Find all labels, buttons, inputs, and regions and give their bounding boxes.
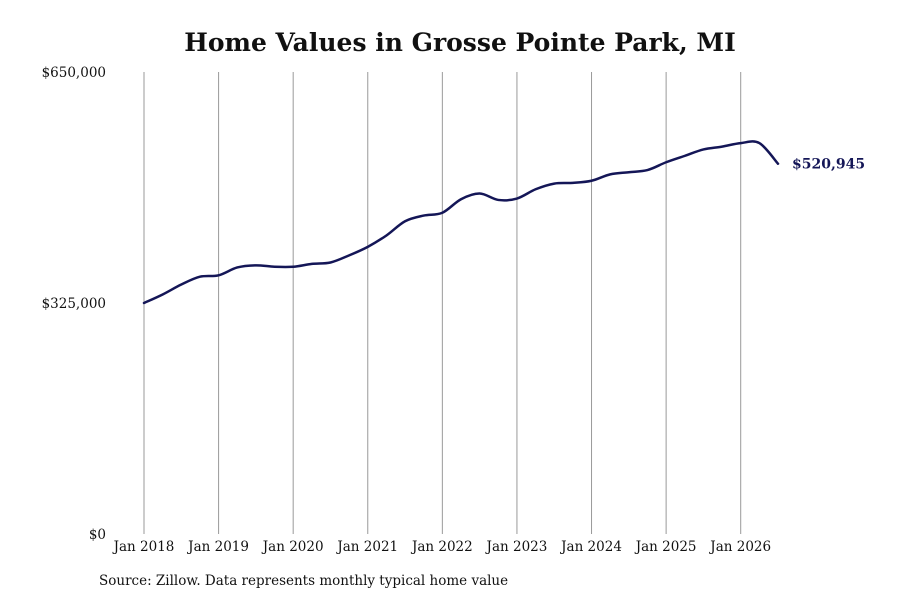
y-axis: $0 $325,000 $650,000	[42, 65, 106, 543]
x-tick-label: Jan 2023	[485, 539, 548, 555]
x-tick-label: Jan 2022	[410, 539, 473, 555]
chart-title: Home Values in Grosse Pointe Park, MI	[184, 28, 736, 57]
x-tick-label: Jan 2026	[708, 539, 771, 555]
y-tick-label: $325,000	[42, 296, 106, 312]
x-tick-label: Jan 2020	[261, 539, 324, 555]
y-tick-label: $650,000	[42, 65, 106, 81]
x-tick-label: Jan 2021	[335, 539, 398, 555]
x-tick-label: Jan 2024	[559, 539, 622, 555]
gridlines	[143, 72, 742, 534]
x-tick-label: Jan 2019	[186, 539, 249, 555]
source-note: Source: Zillow. Data represents monthly …	[99, 573, 509, 589]
series-line	[142, 140, 780, 305]
x-tick-label: Jan 2018	[112, 539, 175, 555]
series-layer: $520,945	[142, 140, 865, 305]
end-value-label: $520,945	[792, 157, 865, 173]
x-axis: Jan 2018 Jan 2019 Jan 2020 Jan 2021 Jan 2022…	[112, 539, 772, 555]
x-tick-label: Jan 2025	[634, 539, 697, 555]
y-tick-label: $0	[89, 527, 106, 543]
